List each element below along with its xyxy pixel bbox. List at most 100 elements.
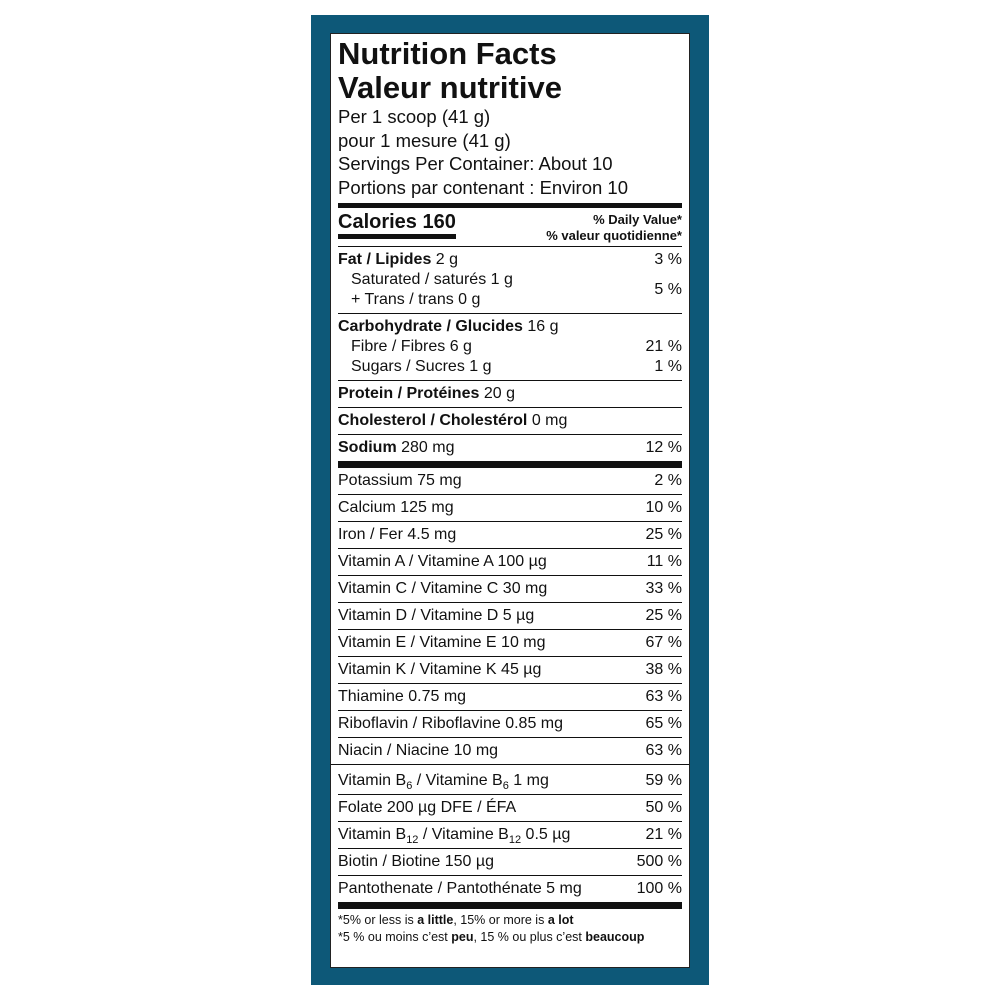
calories-block: Calories 160 % Daily Value* % valeur quo… [338, 208, 682, 247]
daily-value-heading: % Daily Value* % valeur quotidienne* [546, 208, 682, 246]
nutrient-label: Iron / Fer 4.5 mg [338, 525, 456, 545]
nutrient-label: Biotin / Biotine 150 µg [338, 852, 494, 872]
nutrient-row: Calcium 125 mg 10 % [338, 495, 682, 522]
nutrient-line: Vitamin D / Vitamine D 5 µg [338, 606, 534, 626]
daily-value: 50 % [645, 799, 682, 816]
nutrient-line: Pantothenate / Pantothénate 5 mg [338, 879, 582, 899]
daily-value: 500 % [636, 853, 682, 870]
nutrient-label: Protein / Protéines 20 g [338, 384, 515, 404]
nutrient-row: Vitamin B12 / Vitamine B12 0.5 µg 21 % [338, 822, 682, 849]
nutrient-line: Cholesterol / Cholestérol 0 mg [338, 411, 567, 431]
package-border: Nutrition Facts Valeur nutritive Per 1 s… [311, 15, 709, 985]
serving-line: Portions par contenant : Environ 10 [338, 176, 629, 198]
text-part: 12 [508, 834, 522, 846]
nutrient-line: Niacin / Niacine 10 mg [338, 741, 498, 761]
nutrient-label: Vitamin B6 / Vitamine B6 1 mg [338, 771, 549, 792]
text-part: Sodium [338, 439, 397, 456]
nutrient-row: Niacin / Niacine 10 mg 63 % [331, 738, 689, 765]
nutrient-line: Iron / Fer 4.5 mg [338, 525, 456, 545]
serving-line: Per 1 scoop (41 g) [338, 106, 491, 127]
text-part: 0 mg [527, 412, 568, 429]
daily-value: 63 % [645, 742, 682, 759]
nutrient-label: Sugars / Sucres 1 g [338, 357, 492, 377]
nutrient-row: Thiamine 0.75 mg 63 % [338, 684, 682, 711]
nutrient-label: Niacin / Niacine 10 mg [338, 741, 498, 761]
serving-line: pour 1 mesure (41 g) [338, 129, 511, 151]
nutrient-row: Vitamin A / Vitamine A 100 µg 11 % [338, 549, 682, 576]
text-part: 1 mg [508, 772, 549, 789]
nutrient-row: Carbohydrate / Glucides 16 g [338, 314, 682, 337]
daily-value: 65 % [645, 715, 682, 732]
thick-rule [338, 203, 682, 208]
text-part: + Trans / trans 0 g [351, 291, 481, 308]
daily-value: 5 % [654, 281, 682, 298]
dv-heading-fr: % valeur quotidienne* [546, 228, 682, 243]
text-part: 0.5 µg [521, 826, 571, 843]
text-part: / Vitamine B [412, 772, 503, 789]
text-part: , 15 % ou plus c’est [473, 930, 586, 944]
nutrient-row: Vitamin E / Vitamine E 10 mg 67 % [338, 630, 682, 657]
text-part: *5% or less is [338, 913, 418, 927]
nutrient-row: Fibre / Fibres 6 g 21 % [338, 337, 682, 357]
nutrient-line: Saturated / saturés 1 g [338, 270, 513, 290]
nutrient-line: Vitamin B12 / Vitamine B12 0.5 µg [338, 825, 571, 846]
daily-value: 10 % [645, 499, 682, 516]
text-part: Riboflavin / Riboflavine 0.85 mg [338, 715, 564, 732]
nutrient-row: Saturated / saturés 1 g + Trans / trans 0… [338, 270, 682, 314]
dv-heading-en: % Daily Value* [593, 212, 682, 227]
text-part: 280 mg [396, 439, 455, 456]
nutrient-row: Vitamin K / Vitamine K 45 µg 38 % [338, 657, 682, 684]
nutrient-label: Carbohydrate / Glucides 16 g [338, 317, 559, 337]
nutrient-label: Folate 200 µg DFE / ÉFA [338, 798, 516, 818]
nutrient-line: Vitamin C / Vitamine C 30 mg [338, 579, 547, 599]
text-part: Niacin / Niacine 10 mg [338, 742, 499, 759]
nutrient-line: Vitamin K / Vitamine K 45 µg [338, 660, 541, 680]
daily-value: 2 % [654, 472, 682, 489]
calories: Calories 160 [338, 208, 456, 246]
nutrient-line: Fat / Lipides 2 g [338, 250, 458, 270]
daily-value: 63 % [645, 688, 682, 705]
nutrient-label: Cholesterol / Cholestérol 0 mg [338, 411, 567, 431]
nutrient-line: Folate 200 µg DFE / ÉFA [338, 798, 516, 818]
nutrient-label: Sodium 280 mg [338, 438, 454, 458]
nutrient-line: + Trans / trans 0 g [338, 290, 513, 310]
nutrient-row: Vitamin D / Vitamine D 5 µg 25 % [338, 603, 682, 630]
nutrient-rows: Fat / Lipides 2 g 3 % Saturated / saturés … [331, 247, 689, 909]
nutrient-label: Vitamin C / Vitamine C 30 mg [338, 579, 547, 599]
text-part: 20 g [479, 385, 515, 402]
footnote: *5% or less is a little, 15% or more is … [338, 909, 682, 946]
text-part: Pantothenate / Pantothénate 5 mg [338, 880, 582, 897]
nutrient-label: Vitamin K / Vitamine K 45 µg [338, 660, 541, 680]
nutrient-line: Thiamine 0.75 mg [338, 687, 466, 707]
nutrient-label: Vitamin D / Vitamine D 5 µg [338, 606, 534, 626]
daily-value: 100 % [636, 880, 682, 897]
text-part: 2 g [431, 251, 459, 268]
text-part: Cholesterol / Cholestérol [338, 412, 528, 429]
daily-value: 25 % [645, 526, 682, 543]
text-part: *5 % ou moins c’est [338, 930, 452, 944]
nutrient-row: Fat / Lipides 2 g 3 % [338, 247, 682, 270]
daily-value: 21 % [645, 826, 682, 843]
nutrient-line: Sugars / Sucres 1 g [338, 357, 492, 377]
daily-value: 33 % [645, 580, 682, 597]
text-part: / Vitamine B [418, 826, 509, 843]
text-part: Biotin / Biotine 150 µg [338, 853, 494, 870]
nutrient-label: Pantothenate / Pantothénate 5 mg [338, 879, 582, 899]
text-part: Iron / Fer 4.5 mg [338, 526, 457, 543]
nutrient-label: Fibre / Fibres 6 g [338, 337, 472, 357]
nutrient-row: Biotin / Biotine 150 µg 500 % [338, 849, 682, 876]
text-part: Saturated / saturés 1 g [351, 271, 513, 288]
text-part: Fibre / Fibres 6 g [351, 338, 472, 355]
text-part: , 15% or more is [453, 913, 548, 927]
text-part: Vitamin D / Vitamine D 5 µg [338, 607, 535, 624]
nutrient-row: Pantothenate / Pantothénate 5 mg 100 % [338, 876, 682, 909]
nutrient-label: Calcium 125 mg [338, 498, 454, 518]
nutrient-row: Protein / Protéines 20 g [338, 381, 682, 408]
nutrient-line: Sodium 280 mg [338, 438, 454, 458]
nutrient-row: Sodium 280 mg 12 % [338, 435, 682, 468]
nutrient-line: Riboflavin / Riboflavine 0.85 mg [338, 714, 563, 734]
text-part: Protein / Protéines [338, 385, 480, 402]
text-part: Vitamin B [338, 772, 407, 789]
text-part: a little [417, 913, 454, 927]
